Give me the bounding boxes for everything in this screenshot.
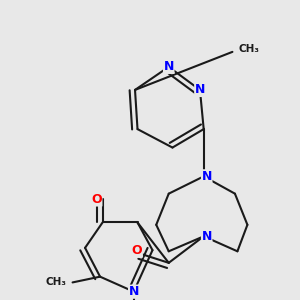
Text: N: N [202,170,212,183]
Text: CH₃: CH₃ [238,44,260,54]
Text: N: N [129,285,139,298]
Text: N: N [195,83,205,96]
Text: O: O [91,193,102,206]
Text: O: O [132,244,142,257]
Text: N: N [202,230,212,243]
Text: CH₃: CH₃ [46,278,67,287]
Text: N: N [164,60,174,74]
